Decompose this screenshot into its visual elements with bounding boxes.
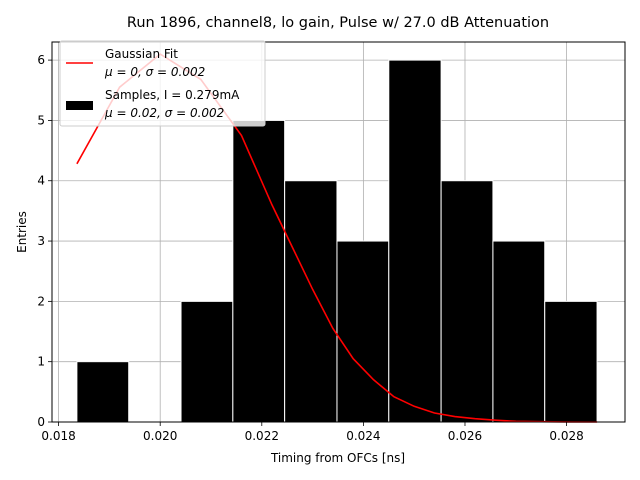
histogram-bar <box>180 300 234 423</box>
y-tick-label: 5 <box>37 113 45 127</box>
x-tick-label: 0.018 <box>41 429 75 443</box>
histogram-bar <box>76 361 130 423</box>
y-tick-label: 4 <box>37 174 45 188</box>
y-axis-label: Entries <box>15 211 29 253</box>
x-tick-label: 0.020 <box>143 429 177 443</box>
histogram-bar <box>232 119 286 423</box>
histogram-bar <box>440 180 494 423</box>
histogram-bar <box>388 59 442 423</box>
legend-box <box>59 40 266 127</box>
x-tick-label: 0.028 <box>549 429 583 443</box>
histogram-bars <box>76 59 598 423</box>
legend-fit-stats: μ = 0, σ = 0.002 <box>104 65 205 79</box>
plot-frame <box>51 41 626 423</box>
legend-samples-swatch <box>66 101 93 110</box>
legend-samples-label: Samples, I = 0.279mA <box>105 88 240 102</box>
x-tick-label: 0.024 <box>346 429 380 443</box>
x-axis-ticks: 0.018 0.020 0.022 0.024 0.026 0.028 <box>41 422 584 443</box>
y-tick-label: 1 <box>37 355 45 369</box>
y-tick-label: 3 <box>37 234 45 248</box>
legend-fit-label: Gaussian Fit <box>105 47 178 61</box>
histogram-bar <box>336 240 390 423</box>
y-tick-label: 6 <box>37 53 45 67</box>
legend-samples-stats: μ = 0.02, σ = 0.002 <box>104 106 224 120</box>
y-tick-label: 2 <box>37 294 45 308</box>
y-tick-label: 0 <box>37 415 45 429</box>
x-tick-label: 0.026 <box>448 429 482 443</box>
x-axis-label: Timing from OFCs [ns] <box>270 451 405 465</box>
histogram-bar <box>544 300 598 423</box>
histogram-bar <box>284 180 338 423</box>
y-axis-ticks: 0 1 2 3 4 5 6 <box>37 53 52 429</box>
histogram-bar <box>492 240 546 423</box>
chart-title: Run 1896, channel8, lo gain, Pulse w/ 27… <box>127 15 549 31</box>
x-tick-label: 0.022 <box>245 429 279 443</box>
legend: Gaussian Fit μ = 0, σ = 0.002 Samples, I… <box>59 40 266 127</box>
